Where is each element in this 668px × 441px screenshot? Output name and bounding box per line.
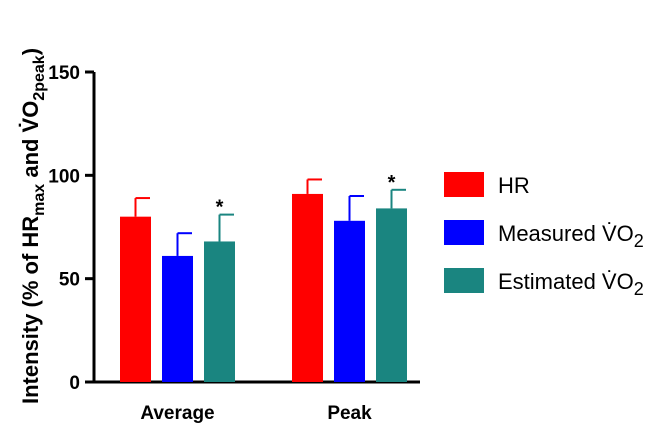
y-axis-title: Intensity (% of HRmax and V̇O2peak)	[18, 48, 48, 404]
legend-swatch	[444, 172, 484, 197]
legend-swatch	[444, 268, 484, 293]
y-tick-label: 100	[48, 166, 80, 187]
x-category-label: Peak	[327, 403, 372, 424]
legend-label-text: Estimated V̇O	[498, 269, 634, 294]
legend-label: Estimated V̇O2	[498, 269, 644, 299]
y-axis-title-subscript: max	[31, 184, 48, 216]
y-axis-title-part: )	[18, 48, 43, 55]
bar	[162, 255, 193, 382]
y-tick-label: 50	[59, 270, 80, 291]
bar	[292, 193, 323, 382]
legend-label-text: Measured V̇O	[498, 221, 634, 246]
x-category-label: Average	[140, 403, 214, 424]
y-tick-label: 150	[48, 63, 80, 84]
legend-label-subscript: 2	[634, 279, 644, 299]
significance-marker: *	[216, 197, 224, 219]
y-axis-title-part: Intensity (% of HR	[18, 216, 43, 404]
legend-label: Measured V̇O2	[498, 221, 644, 251]
plot-area: 0 50 100 150 * Average * Peak	[48, 63, 420, 424]
bar	[120, 216, 151, 382]
bar	[334, 220, 365, 382]
bar	[204, 241, 235, 382]
legend-label-subscript: 2	[634, 231, 644, 251]
y-axis-title-subscript: 2peak	[31, 55, 48, 100]
y-axis-title-part: and V̇O	[18, 101, 43, 184]
legend-label-text: HR	[498, 173, 530, 198]
legend-swatch	[444, 220, 484, 245]
legend-label: HR	[498, 173, 530, 198]
svg-text:Intensity (% of HRmax and V̇O2: Intensity (% of HRmax and V̇O2peak)	[18, 48, 48, 404]
y-tick-label: 0	[69, 373, 80, 394]
bar	[376, 208, 407, 382]
significance-marker: *	[388, 172, 396, 194]
